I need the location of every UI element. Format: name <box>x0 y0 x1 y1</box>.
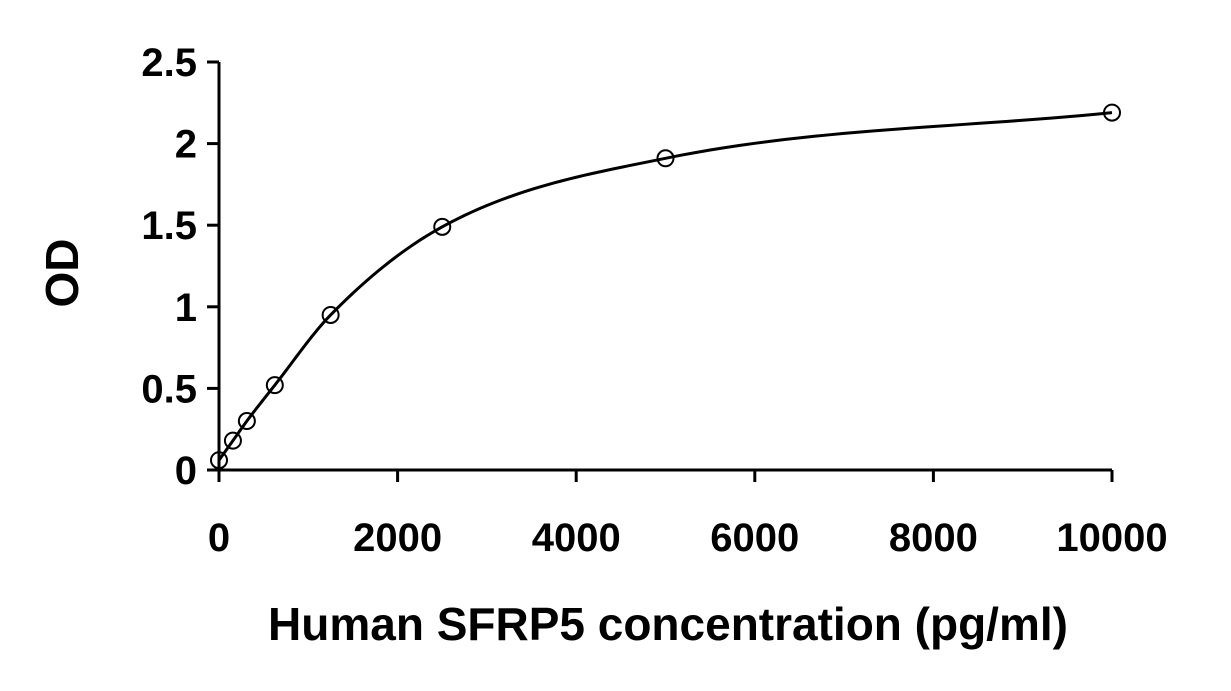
x-tick-label: 4000 <box>532 516 621 560</box>
x-tick-label: 8000 <box>889 516 978 560</box>
data-point <box>265 376 284 395</box>
data-point <box>433 217 452 236</box>
y-axis-title: OD <box>36 239 88 308</box>
tick-labels: 0 0.5 1 1.5 2 2.5 0 2000 4000 6000 8000 10000 <box>141 41 1167 560</box>
fit-curve <box>217 111 1113 462</box>
y-tick-label: 0 <box>175 449 197 493</box>
data-point <box>1103 103 1121 122</box>
data-point <box>321 305 340 324</box>
x-axis-title: Human SFRP5 concentration (pg/ml) <box>268 598 1068 650</box>
data-point <box>210 451 228 470</box>
axes <box>217 62 1112 472</box>
data-points <box>210 103 1121 470</box>
x-tick-label: 10000 <box>1056 516 1167 560</box>
y-tick-label: 0.5 <box>141 367 197 411</box>
data-point <box>237 412 256 431</box>
data-point <box>656 149 675 168</box>
y-tick-label: 2.5 <box>141 41 197 85</box>
data-point <box>223 431 242 450</box>
ticks <box>207 60 1114 482</box>
y-tick-label: 1.5 <box>141 204 197 248</box>
y-tick-label: 2 <box>175 123 197 167</box>
x-tick-label: 2000 <box>353 516 442 560</box>
x-tick-label: 0 <box>208 516 230 560</box>
y-tick-label: 1 <box>175 286 197 330</box>
x-tick-label: 6000 <box>710 516 799 560</box>
